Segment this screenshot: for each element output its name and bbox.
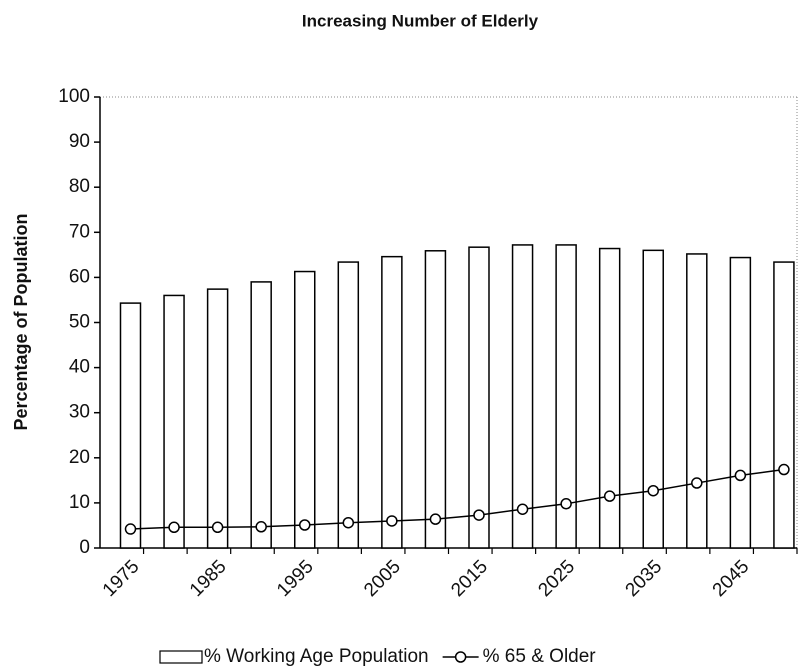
line-marker	[647, 484, 659, 497]
bar	[773, 261, 795, 549]
y-tick-label: 50	[69, 312, 90, 333]
y-tick-label: 80	[69, 176, 90, 197]
bar	[686, 253, 708, 549]
bar	[206, 288, 229, 549]
legend-swatch	[159, 650, 203, 664]
x-tick-label: 2045	[709, 556, 754, 601]
x-tick-label: 2035	[622, 556, 667, 601]
y-tick-label: 10	[69, 492, 90, 513]
line-marker	[342, 516, 355, 529]
legend-swatch-marker	[454, 651, 467, 663]
line-marker	[560, 498, 572, 510]
bar	[163, 294, 185, 549]
bar	[598, 247, 621, 549]
y-tick-label: 20	[69, 447, 90, 468]
bar	[729, 256, 752, 549]
y-tick-label: 40	[69, 357, 90, 378]
x-tick-label: 1985	[186, 556, 231, 601]
chart-title: Increasing Number of Elderly	[302, 11, 539, 30]
bar	[555, 244, 577, 549]
line-marker	[298, 519, 311, 531]
line-marker	[429, 513, 442, 525]
bar	[119, 302, 142, 549]
bar	[424, 250, 447, 549]
line	[130, 468, 785, 530]
bar	[337, 261, 360, 549]
line-marker	[386, 515, 398, 527]
y-tick-label: 70	[69, 221, 90, 242]
bar	[293, 270, 316, 549]
line-marker	[124, 523, 137, 535]
x-tick-label: 2025	[534, 556, 579, 601]
line-marker	[255, 521, 267, 533]
line-marker	[603, 490, 616, 502]
x-tick-label: 2005	[360, 556, 405, 601]
y-tick-label: 30	[69, 402, 90, 423]
y-tick-label: 60	[69, 266, 90, 287]
line-marker	[168, 521, 180, 534]
y-tick-label: 0	[79, 537, 90, 558]
bar	[642, 249, 664, 549]
line-marker	[734, 469, 747, 482]
bar	[468, 246, 490, 549]
line-marker	[691, 477, 703, 489]
y-axis-label: Percentage of Population	[11, 213, 31, 430]
x-tick-label: 1995	[273, 556, 318, 601]
line-marker	[516, 503, 529, 515]
line-marker	[211, 521, 224, 534]
y-tick-label: 100	[58, 86, 90, 107]
y-tick-label: 90	[69, 131, 90, 152]
x-tick-label: 1975	[99, 556, 144, 601]
line-marker	[473, 509, 485, 521]
line-marker	[778, 463, 790, 476]
legend-label: % Working Age Population	[204, 646, 429, 667]
legend-label: % 65 & Older	[483, 646, 597, 667]
bar	[511, 244, 534, 549]
bar	[381, 255, 403, 549]
x-tick-label: 2015	[447, 556, 492, 601]
bar	[250, 281, 272, 549]
